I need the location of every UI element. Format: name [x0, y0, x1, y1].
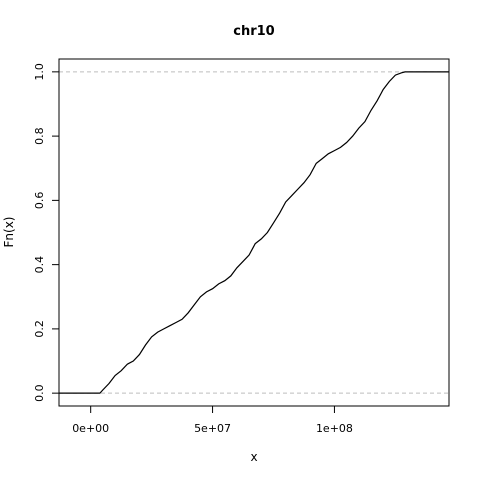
- y-tick-label: 1.0: [33, 63, 46, 81]
- x-tick-label: 5e+07: [194, 422, 231, 435]
- x-axis-title: x: [250, 450, 257, 464]
- x-axis: 0e+00 5e+07 1e+08: [72, 405, 353, 435]
- y-tick-label: 0.6: [33, 192, 46, 210]
- y-tick-label: 0.4: [33, 256, 46, 274]
- y-axis: 0.0 0.2 0.4 0.6 0.8 1.0: [33, 63, 60, 402]
- ecdf-line-series: [59, 71, 449, 394]
- x-tick-label: 0e+00: [72, 422, 109, 435]
- y-axis-title: Fn(x): [2, 217, 16, 248]
- reference-lines: [59, 71, 449, 394]
- y-tick-label: 0.2: [33, 320, 46, 338]
- plot-frame: [58, 58, 450, 407]
- y-tick-label: 0.0: [33, 384, 46, 402]
- y-tick-label: 0.8: [33, 127, 46, 145]
- x-tick-label: 1e+08: [316, 422, 353, 435]
- chart-title: chr10: [233, 24, 274, 39]
